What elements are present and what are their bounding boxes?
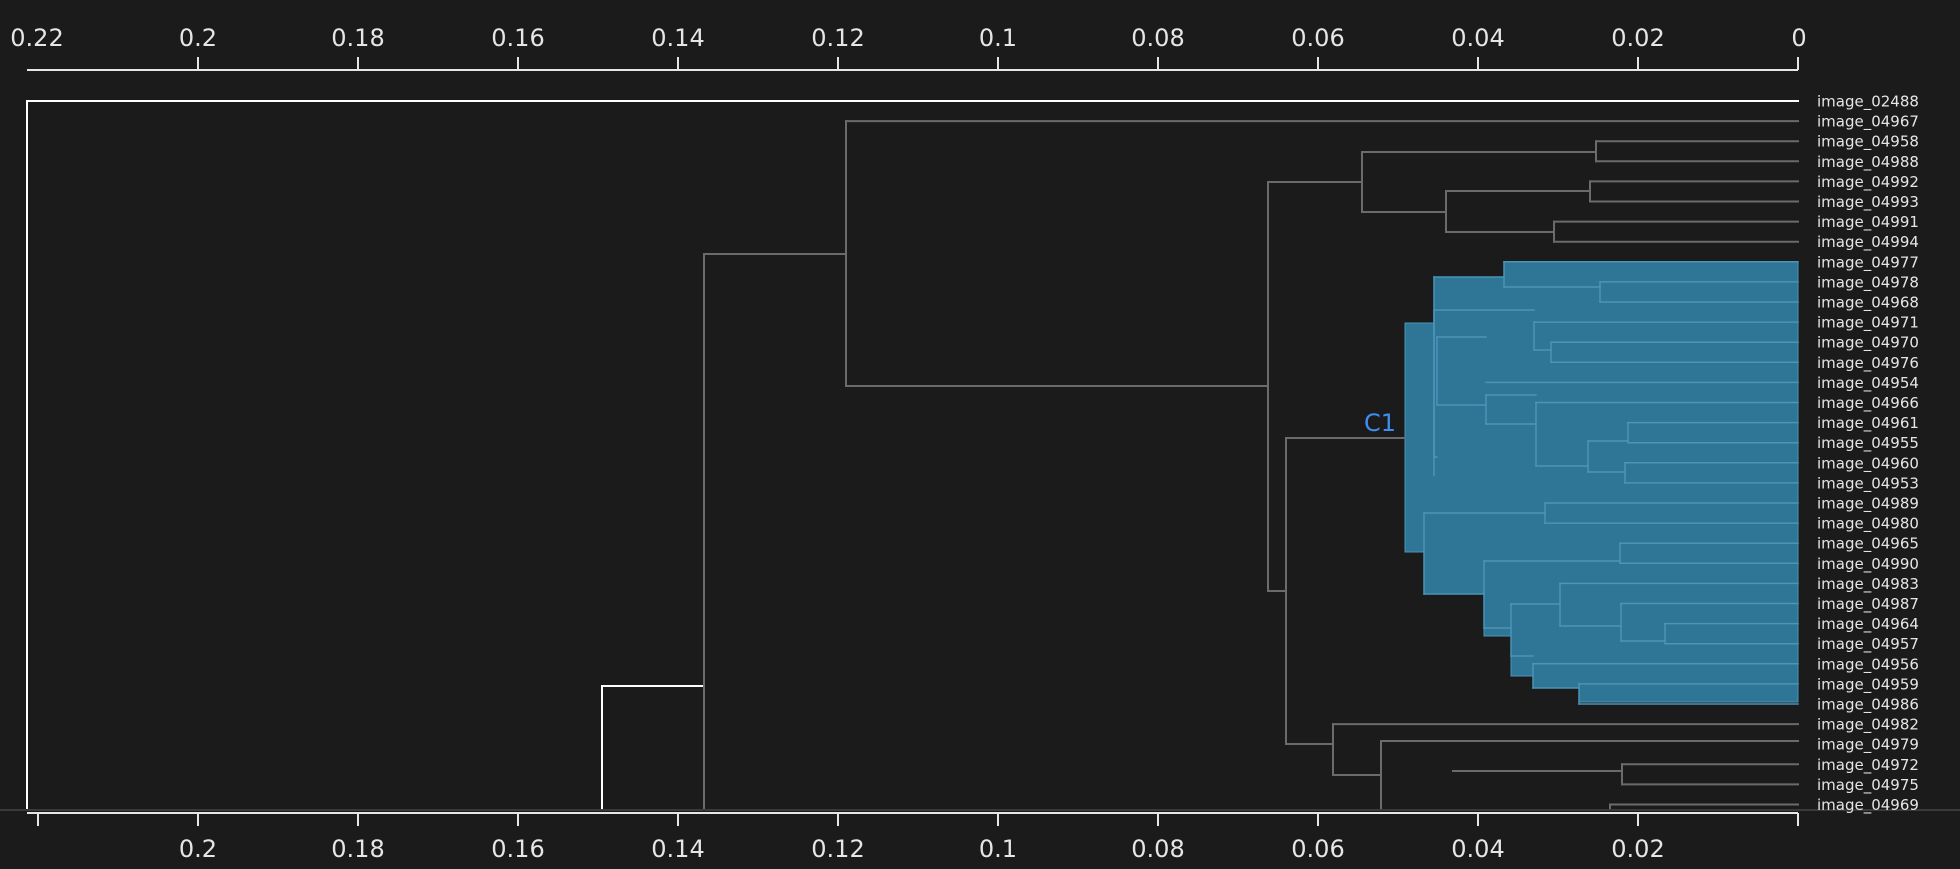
leaf-label[interactable]: image_04964 bbox=[1817, 615, 1919, 634]
leaf-label[interactable]: image_04966 bbox=[1817, 394, 1919, 413]
leaf-label[interactable]: image_04976 bbox=[1817, 354, 1919, 373]
top-tick-label: 0.02 bbox=[1611, 24, 1664, 52]
bottom-tick-label: 0.02 bbox=[1611, 835, 1664, 863]
bottom-tick-label: 0.14 bbox=[651, 835, 704, 863]
leaf-label[interactable]: image_04955 bbox=[1817, 434, 1919, 453]
leaf-label[interactable]: image_04960 bbox=[1817, 454, 1919, 473]
leaf-label[interactable]: image_04987 bbox=[1817, 595, 1919, 614]
cluster-label[interactable]: C1 bbox=[1364, 409, 1396, 437]
top-tick-label: 0.22 bbox=[10, 24, 63, 52]
cluster-c1-region[interactable] bbox=[1404, 261, 1799, 703]
leaf-label[interactable]: image_04982 bbox=[1817, 716, 1919, 735]
top-tick-label: 0 bbox=[1791, 24, 1806, 52]
top-tick-label: 0.08 bbox=[1131, 24, 1184, 52]
bottom-tick-label: 0.04 bbox=[1451, 835, 1504, 863]
bottom-axis: 0.2 0.18 0.16 0.14 0.12 0.1 0.08 0.06 0.04 0.02 bbox=[0, 809, 1960, 863]
leaf-label[interactable]: image_04988 bbox=[1817, 153, 1919, 172]
leaf-label[interactable]: image_04967 bbox=[1817, 113, 1919, 132]
top-tick-label: 0.1 bbox=[979, 24, 1017, 52]
top-tick-label: 0.14 bbox=[651, 24, 704, 52]
bottom-tick-label: 0.12 bbox=[811, 835, 864, 863]
leaf-label[interactable]: image_04991 bbox=[1817, 213, 1919, 232]
leaf-labels: image_02488image_04967image_04958image_0… bbox=[1817, 93, 1919, 816]
top-tick-label: 0.16 bbox=[491, 24, 544, 52]
bottom-tick-label: 0.08 bbox=[1131, 835, 1184, 863]
leaf-label[interactable]: image_04970 bbox=[1817, 334, 1919, 353]
leaf-label[interactable]: image_02488 bbox=[1817, 93, 1919, 112]
leaf-label[interactable]: image_04961 bbox=[1817, 414, 1919, 433]
top-tick-label: 0.2 bbox=[179, 24, 217, 52]
top-tick-label: 0.04 bbox=[1451, 24, 1504, 52]
bottom-tick-label: 0.2 bbox=[179, 835, 217, 863]
bottom-tick-label: 0.1 bbox=[979, 835, 1017, 863]
leaf-label[interactable]: image_04994 bbox=[1817, 233, 1919, 252]
bottom-tick-label: 0.18 bbox=[331, 835, 384, 863]
leaf-label[interactable]: image_04989 bbox=[1817, 495, 1919, 514]
leaf-label[interactable]: image_04953 bbox=[1817, 474, 1919, 493]
leaf-label[interactable]: image_04957 bbox=[1817, 635, 1919, 654]
leaf-label[interactable]: image_04990 bbox=[1817, 555, 1919, 574]
top-axis: 0.22 0.2 0.18 0.16 0.14 0.12 0.1 0.08 0.06 0.04 0.… bbox=[10, 24, 1807, 71]
leaf-label[interactable]: image_04977 bbox=[1817, 253, 1919, 272]
leaf-label[interactable]: image_04978 bbox=[1817, 273, 1919, 292]
leaf-label[interactable]: image_04983 bbox=[1817, 575, 1919, 594]
bottom-tick-label: 0.06 bbox=[1291, 835, 1344, 863]
leaf-label[interactable]: image_04971 bbox=[1817, 314, 1919, 333]
top-tick-label: 0.06 bbox=[1291, 24, 1344, 52]
leaf-label[interactable]: image_04979 bbox=[1817, 736, 1919, 755]
leaf-label[interactable]: image_04986 bbox=[1817, 696, 1919, 715]
leaf-label[interactable]: image_04972 bbox=[1817, 756, 1919, 775]
leaf-label[interactable]: image_04980 bbox=[1817, 515, 1919, 534]
leaf-label[interactable]: image_04958 bbox=[1817, 133, 1919, 152]
leaf-label[interactable]: image_04965 bbox=[1817, 535, 1919, 554]
leaf-label[interactable]: image_04956 bbox=[1817, 655, 1919, 674]
leaf-label[interactable]: image_04959 bbox=[1817, 675, 1919, 694]
bottom-tick-label: 0.16 bbox=[491, 835, 544, 863]
leaf-label[interactable]: image_04993 bbox=[1817, 193, 1919, 212]
cluster-c1-fill[interactable] bbox=[1404, 261, 1799, 703]
top-tick-label: 0.18 bbox=[331, 24, 384, 52]
top-tick-label: 0.12 bbox=[811, 24, 864, 52]
leaf-label[interactable]: image_04975 bbox=[1817, 776, 1919, 795]
leaf-label[interactable]: image_04969 bbox=[1817, 796, 1919, 815]
leaf-label[interactable]: image_04968 bbox=[1817, 294, 1919, 313]
leaf-label[interactable]: image_04992 bbox=[1817, 173, 1919, 192]
leaf-label[interactable]: image_04954 bbox=[1817, 374, 1919, 393]
